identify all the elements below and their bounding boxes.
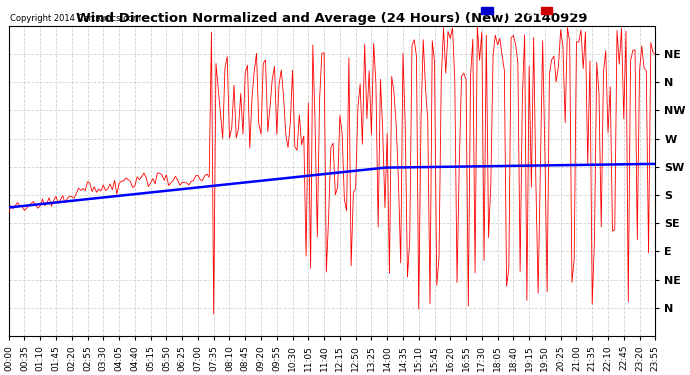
Title: Wind Direction Normalized and Average (24 Hours) (New) 20140929: Wind Direction Normalized and Average (2… (76, 12, 588, 25)
Text: Copyright 2014 Cartronics.com: Copyright 2014 Cartronics.com (10, 14, 141, 23)
Legend: Average, Direction: Average, Direction (479, 4, 608, 18)
